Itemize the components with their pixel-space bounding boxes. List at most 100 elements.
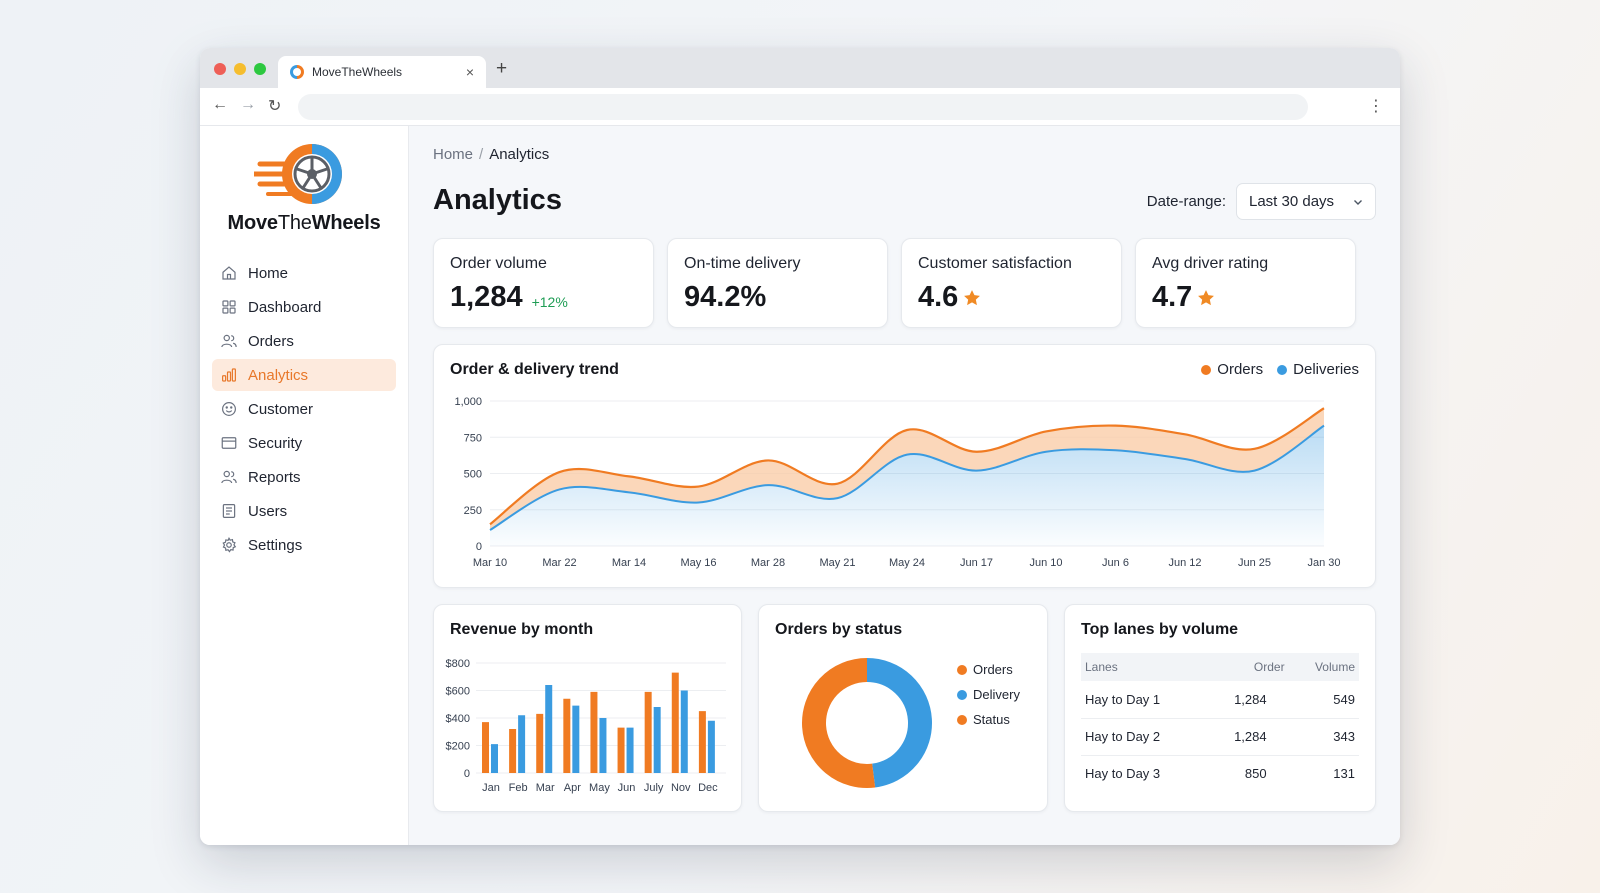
deliveries-area [490,425,1324,546]
legend-dot-orders [1201,364,1212,375]
date-range-value: Last 30 days [1249,193,1335,210]
volume-cell: 549 [1288,681,1359,719]
forward-arrow-icon[interactable]: → [240,96,256,113]
table-header-row: Lanes Order Volume [1081,653,1359,681]
sidebar-item-label: Dashboard [248,298,322,316]
status-title: Orders by status [775,621,903,638]
y-tick-label: 750 [464,432,482,444]
revenue-bar-orange [671,672,679,773]
sidebar-item-security[interactable]: Security [212,427,396,459]
date-range-label: Date-range: [1146,193,1226,210]
status-legend-status[interactable]: Status [957,707,1020,732]
wheel-logo-icon [254,144,342,204]
lane-cell: Hay to Day 2 [1081,718,1203,756]
close-window-button[interactable] [214,63,226,75]
brand-logo[interactable]: MoveTheWheels [200,140,408,235]
status-donut-chart [802,658,932,788]
users-icon [221,334,237,348]
lanes-card: Top lanes by volume Lanes Order Volume H… [1064,604,1376,812]
revenue-bar-orange [482,722,489,773]
kpi-label: Avg driver rating [1152,255,1269,272]
legend-deliveries[interactable]: Deliveries [1277,361,1359,378]
sidebar-item-analytics[interactable]: Analytics [212,359,396,391]
sidebar-item-label: Customer [248,400,314,418]
status-legend-delivery[interactable]: Delivery [957,682,1020,707]
x-tick-label: Mar 22 [542,557,576,569]
browser-menu-icon[interactable]: ⋮ [1368,98,1384,115]
trend-chart: 0 250 500 750 1,000 Mar 10 Mar 22 Mar 14 May 16 M… [454,396,1340,569]
date-range-select[interactable]: Last 30 days [1236,183,1376,220]
page-title: Analytics [433,184,562,216]
sidebar-item-label: Reports [248,468,301,486]
sidebar-item-orders[interactable]: Orders [212,325,396,357]
kpi-label: On-time delivery [684,255,801,272]
new-tab-button[interactable]: + [496,58,508,79]
kpi-number: 4.6 [918,281,959,313]
sidebar-item-reports[interactable]: Reports [212,461,396,493]
legend-orders[interactable]: Orders [1201,361,1263,378]
lane-cell: Hay to Day 1 [1081,681,1203,719]
brand-name-the: The [277,212,312,234]
lane-cell: Hay to Day 3 [1085,766,1161,782]
breadcrumb-separator: / [479,146,484,163]
back-arrow-icon[interactable]: ← [212,96,228,113]
reload-icon[interactable]: ↻ [268,98,282,115]
x-tick-label: Apr [564,782,581,794]
column-header-order[interactable]: Order [1253,660,1285,674]
sidebar-item-label: Home [248,264,289,282]
table-row[interactable]: Hay to Day 3 850 131 [1081,755,1359,792]
sidebar-item-home[interactable]: Home [212,257,396,289]
orders-band [490,408,1324,531]
x-tick-label: Jun 6 [1102,557,1129,569]
kpi-customer-satisfaction: Customer satisfaction 4.6 [901,238,1122,328]
legend-dot-delivery [957,689,967,700]
x-tick-label: May 16 [680,557,716,569]
donut-slice-delivery [866,658,932,788]
legend-dot-deliveries [1277,364,1288,375]
x-tick-label: Nov [671,782,691,794]
grid-icon [222,300,236,314]
kpi-delta: +12% [531,293,568,310]
order-cell: 1,284 [1202,681,1289,719]
kpi-number: 94.2% [684,281,767,313]
status-legend-orders[interactable]: Orders [957,657,1020,682]
table-row[interactable]: Hay to Day 1 1,284 549 [1081,681,1359,719]
card-icon [221,437,237,449]
column-header-lanes[interactable]: Lanes [1085,660,1118,674]
revenue-card: Revenue by month 0 $200 $400 $600 $800 Jan Feb… [433,604,742,812]
x-tick-label: Mar 28 [751,557,785,569]
x-tick-label: Jun 17 [960,557,993,569]
app-root: MoveTheWheels Home Dashboard Orders [200,126,1400,845]
sidebar-item-users[interactable]: Users [212,495,396,527]
lanes-title: Top lanes by volume [1081,621,1239,638]
sidebar-item-settings[interactable]: Settings [212,529,396,561]
kpi-number: 1,284 [450,281,523,313]
legend-label: Orders [1217,361,1264,378]
sidebar-item-dashboard[interactable]: Dashboard [212,291,396,323]
maximize-window-button[interactable] [254,63,266,75]
y-tick-label: 250 [464,505,482,517]
x-tick-label: Feb [509,782,528,794]
address-bar[interactable] [298,94,1308,120]
minimize-window-button[interactable] [234,63,246,75]
x-tick-label: May [589,782,610,794]
column-header-volume[interactable]: Volume [1314,660,1355,674]
x-tick-label: May 24 [889,557,925,569]
legend-label: Deliveries [1293,361,1359,378]
browser-window: MoveTheWheels × + ← → ↻ ⋮ [200,48,1400,845]
tab-close-icon[interactable]: × [465,64,474,80]
revenue-bar-blue [518,715,526,773]
y-tick-label: $800 [446,658,470,670]
table-row[interactable]: Hay to Day 2 1,284 343 [1081,718,1359,756]
revenue-bar-orange [590,691,598,773]
breadcrumb-home[interactable]: Home [433,146,474,163]
x-tick-label: Dec [698,782,718,794]
y-tick-label: $600 [446,686,470,698]
chevron-down-icon [1354,199,1362,205]
kpi-label: Order volume [450,255,547,272]
x-tick-label: July [644,782,664,794]
revenue-bar-orange [509,729,517,773]
sidebar-item-customer[interactable]: Customer [212,393,396,425]
revenue-bar-blue [545,685,553,773]
browser-tab[interactable]: MoveTheWheels × [278,56,486,88]
